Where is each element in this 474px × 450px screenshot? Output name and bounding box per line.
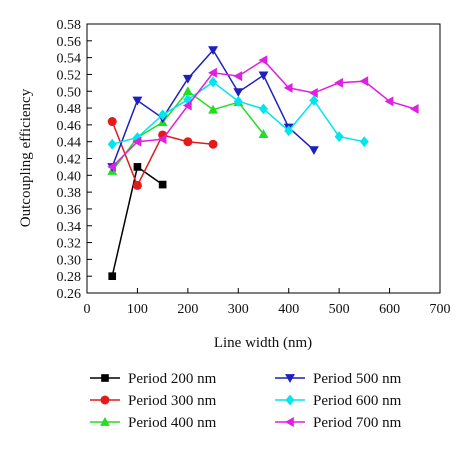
data-point [208, 76, 218, 88]
x-axis-label: Line width (nm) [214, 335, 312, 351]
data-point [359, 136, 369, 148]
data-point [334, 77, 343, 88]
legend-marker [285, 374, 295, 383]
data-point [208, 104, 219, 114]
data-point [284, 125, 294, 137]
x-tick-label: 700 [430, 302, 451, 317]
legend: Period 200 nm Period 300 nm Period 400 nm P… [90, 371, 402, 431]
data-point [182, 100, 192, 111]
y-tick-label: 0.28 [57, 270, 82, 285]
data-point [107, 138, 117, 150]
legend-item: Period 400 nm [90, 415, 217, 431]
y-tick-label: 0.38 [57, 186, 82, 201]
y-tick-label: 0.42 [57, 153, 82, 168]
legend-label: Period 200 nm [128, 371, 217, 387]
y-axis-label: Outcoupling efficiency [18, 88, 34, 227]
data-point [384, 96, 394, 107]
data-point [157, 134, 167, 145]
data-point [108, 272, 117, 281]
legend-marker [101, 374, 109, 382]
data-point [258, 71, 269, 81]
data-point [359, 76, 369, 87]
data-point [208, 67, 217, 78]
data-point [233, 95, 243, 107]
legend-label: Period 700 nm [313, 415, 402, 431]
legend-item: Period 500 nm [275, 371, 402, 387]
data-point [233, 71, 243, 82]
series-layer [107, 46, 419, 281]
data-point [208, 139, 218, 149]
y-tick-label: 0.48 [57, 102, 82, 117]
data-point [309, 95, 319, 106]
data-point [409, 103, 419, 114]
y-tick-label: 0.26 [57, 287, 82, 302]
data-point [132, 96, 143, 106]
x-tick-label: 0 [84, 302, 91, 317]
legend-item: Period 700 nm [275, 415, 402, 431]
y-tick-label: 0.44 [57, 136, 82, 151]
legend-marker [285, 417, 294, 427]
series-1 [108, 163, 167, 281]
legend-label: Period 400 nm [128, 415, 217, 431]
y-axis-ticks: 0.26 0.28 0.300.32 0.34 0.36 0.38 0.400.42 0.44… [57, 18, 92, 302]
legend-marker [100, 395, 110, 405]
data-point [182, 86, 193, 96]
data-point [132, 180, 142, 190]
data-point [308, 146, 319, 156]
data-point [259, 103, 268, 115]
data-point [258, 129, 269, 138]
data-point [258, 55, 268, 66]
data-point [283, 82, 293, 93]
x-tick-label: 400 [278, 302, 299, 317]
y-tick-label: 0.32 [57, 237, 82, 252]
data-point [158, 180, 167, 189]
data-point [107, 117, 117, 127]
y-tick-label: 0.54 [57, 52, 82, 67]
x-tick-label: 300 [228, 302, 249, 317]
y-tick-label: 0.56 [57, 35, 82, 50]
x-axis-ticks: 0 100 200 300 400 500 600 700 [84, 288, 451, 317]
legend-item: Period 200 nm [90, 371, 217, 387]
y-tick-label: 0.34 [57, 220, 82, 235]
series-6 [107, 55, 419, 172]
data-point [107, 161, 117, 172]
data-point [334, 131, 344, 143]
data-point [182, 74, 193, 84]
data-point [208, 46, 219, 56]
data-point [132, 136, 142, 147]
legend-label: Period 500 nm [313, 371, 402, 387]
legend-marker [285, 394, 295, 406]
y-tick-label: 0.52 [57, 68, 82, 83]
x-tick-label: 500 [329, 302, 350, 317]
y-tick-label: 0.40 [57, 169, 82, 184]
data-point [233, 88, 244, 98]
data-point [183, 137, 193, 147]
data-point [158, 109, 168, 121]
legend-label: Period 600 nm [313, 393, 402, 409]
legend-item: Period 600 nm [275, 393, 402, 409]
legend-label: Period 300 nm [128, 393, 217, 409]
y-tick-label: 0.58 [57, 18, 82, 33]
legend-item: Period 300 nm [90, 393, 217, 409]
y-tick-label: 0.46 [57, 119, 82, 134]
data-point [133, 163, 142, 171]
legend-marker [100, 417, 110, 426]
plot-area-frame [86, 23, 441, 294]
x-tick-label: 200 [177, 302, 198, 317]
data-point [308, 87, 318, 98]
y-tick-label: 0.50 [57, 85, 82, 100]
y-tick-label: 0.36 [57, 203, 82, 218]
x-tick-label: 100 [127, 302, 148, 317]
y-tick-label: 0.30 [57, 253, 82, 268]
x-tick-label: 600 [379, 302, 400, 317]
